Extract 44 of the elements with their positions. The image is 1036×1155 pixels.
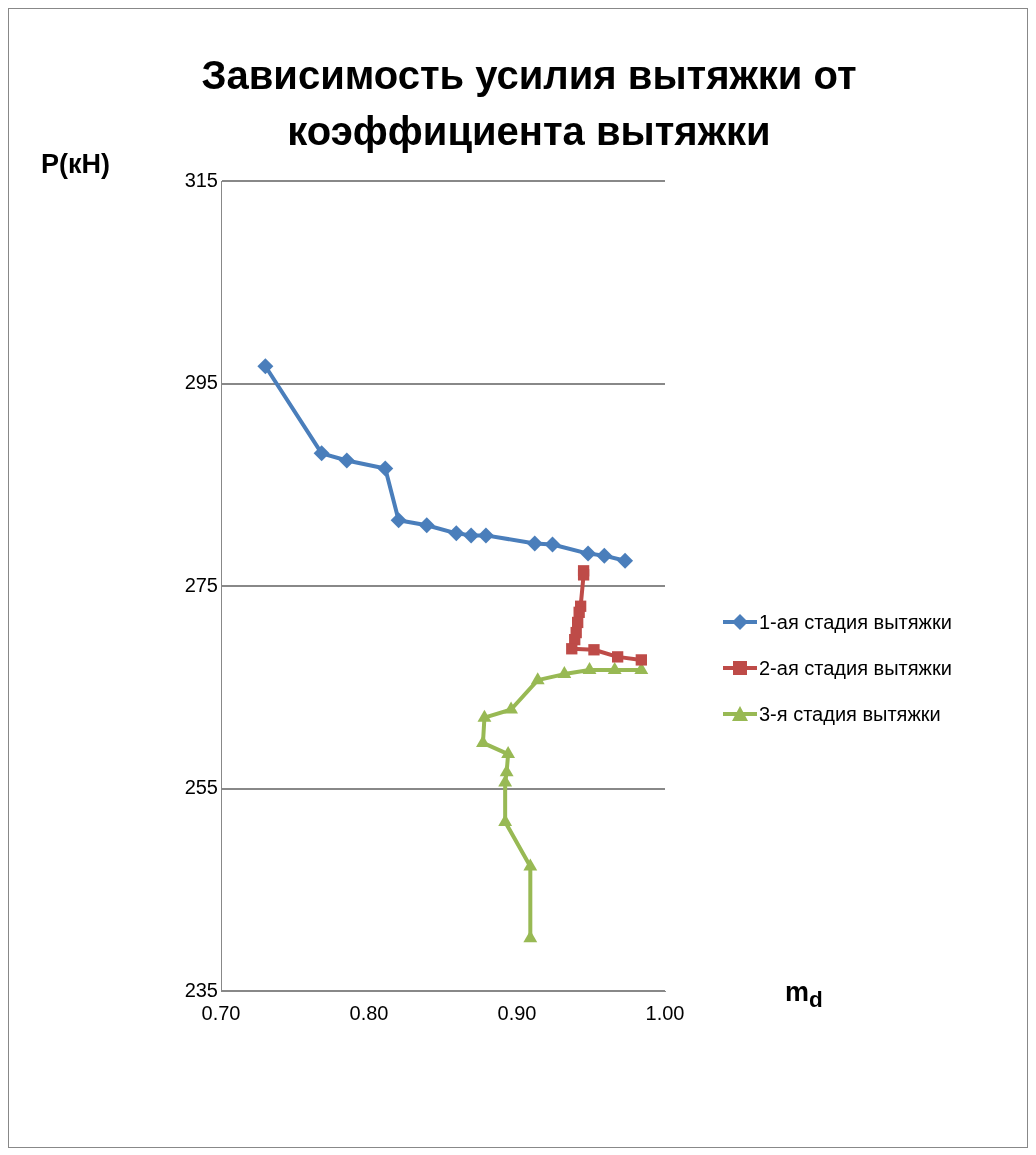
point bbox=[596, 547, 613, 564]
point bbox=[611, 651, 624, 663]
point bbox=[463, 527, 480, 544]
y-tick-label: 315 bbox=[184, 168, 218, 191]
point bbox=[635, 654, 647, 666]
point bbox=[607, 662, 622, 675]
point bbox=[390, 512, 407, 529]
point bbox=[313, 445, 330, 462]
legend-label: 1-ая стадия вытяжки bbox=[759, 610, 952, 635]
y-tick-label: 295 bbox=[184, 371, 218, 394]
point bbox=[501, 746, 516, 759]
chart-title: Зависимость усилия вытяжки от коэффициента вытяжки bbox=[200, 52, 858, 155]
point bbox=[580, 545, 597, 562]
point bbox=[477, 527, 494, 544]
y-tick-label: 275 bbox=[184, 573, 218, 596]
point bbox=[448, 525, 465, 542]
point bbox=[523, 858, 538, 871]
point bbox=[557, 666, 572, 679]
y-tick-label: 255 bbox=[184, 776, 218, 799]
x-tick-label: 0.90 bbox=[497, 1001, 537, 1024]
point bbox=[566, 643, 578, 655]
legend-label: 2-ая стадия вытяжки bbox=[759, 656, 952, 681]
point bbox=[544, 536, 561, 553]
point bbox=[338, 452, 355, 469]
point bbox=[582, 662, 597, 675]
point bbox=[530, 672, 545, 685]
point bbox=[377, 460, 394, 477]
y-axis-title: P(кН) bbox=[41, 149, 111, 180]
x-tick-label: 0.80 bbox=[349, 1001, 389, 1024]
point bbox=[498, 774, 513, 787]
point bbox=[577, 569, 590, 581]
x-tick-label: 0.70 bbox=[201, 1001, 241, 1024]
point bbox=[526, 535, 543, 552]
point bbox=[588, 644, 600, 656]
y-tick-label: 235 bbox=[184, 978, 218, 1001]
point bbox=[504, 701, 519, 714]
point bbox=[477, 709, 492, 722]
point bbox=[257, 358, 274, 375]
legend-label: 3-я стадия вытяжки bbox=[759, 702, 941, 727]
point bbox=[617, 552, 634, 569]
x-axis-title: m$_{d}$ bbox=[785, 977, 823, 1014]
point bbox=[418, 517, 435, 534]
x-tick-label: 1.00 bbox=[645, 1001, 685, 1024]
point bbox=[499, 764, 514, 777]
